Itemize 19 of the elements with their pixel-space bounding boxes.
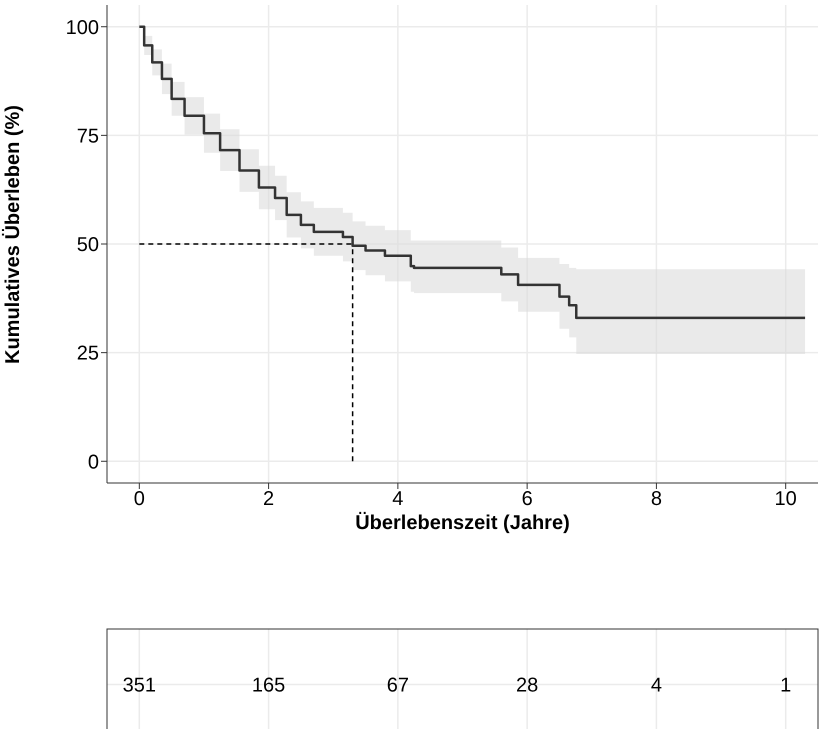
x-tick-label: 0 [134,488,145,510]
data-label: 351 [122,674,156,696]
y-axis-title: Kumulatives Überleben (%) [1,105,24,364]
y-tick-label: 100 [66,16,99,39]
x-tick-label: 2 [263,488,274,510]
y-tick-label: 0 [88,451,99,474]
y-tick-label: 25 [76,342,99,365]
x-tick-label: 8 [650,488,662,510]
x-tick-label: 4 [392,488,404,510]
data-label: 28 [516,674,538,696]
y-tick-label: 50 [76,234,99,256]
y-tick-label: 75 [76,125,99,148]
x-tick-label: 10 [774,488,797,510]
data-label: 165 [252,674,286,696]
x-axis-title: Überlebenszeit (Jahre) [354,512,571,535]
data-label: 67 [386,674,409,696]
data-label: 1 [780,674,792,696]
data-label: 4 [650,674,662,696]
x-tick-label: 6 [522,488,533,510]
